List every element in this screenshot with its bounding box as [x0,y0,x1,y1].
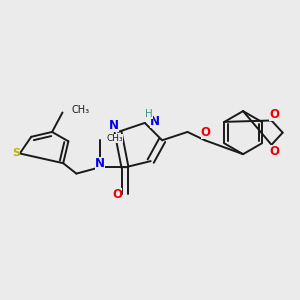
Text: O: O [201,126,211,139]
Text: O: O [269,145,279,158]
Text: S: S [12,148,20,158]
Text: N: N [149,115,160,128]
Text: O: O [112,188,122,201]
Text: H: H [146,109,153,119]
Text: N: N [109,119,119,132]
Text: CH₃: CH₃ [71,105,89,115]
Text: O: O [269,108,279,121]
Text: CH₃: CH₃ [106,134,123,143]
Text: N: N [95,158,105,170]
